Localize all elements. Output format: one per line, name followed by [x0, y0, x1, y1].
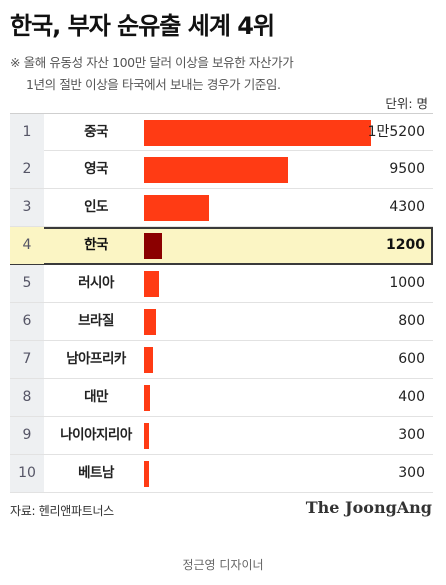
bar: [144, 157, 288, 183]
rank-cell-bg: [10, 151, 44, 188]
country-label: 인도: [84, 199, 108, 215]
value-label: 4300: [389, 199, 425, 215]
brand-logo: The JoongAng: [305, 498, 432, 517]
country-label: 러시아: [78, 275, 114, 291]
rank-label: 4: [22, 237, 32, 253]
table-row: 3 인도 4300: [10, 189, 433, 227]
country-label: 영국: [84, 161, 108, 177]
bar: [144, 271, 159, 297]
source-label: 자료: 헨리앤파트너스: [10, 504, 114, 518]
rank-cell-bg: [10, 227, 44, 264]
table-row: 2 영국 9500: [10, 151, 433, 189]
value-label: 800: [398, 313, 425, 329]
rank-cell-bg: [10, 265, 44, 302]
country-label: 대만: [84, 389, 108, 405]
value-label: 1만5200: [367, 124, 425, 140]
rank-label: 6: [22, 313, 32, 329]
country-label: 한국: [84, 237, 108, 253]
table-row: 4 한국 1200: [10, 227, 433, 265]
chart-title: 한국, 부자 순유출 세계 4위: [10, 12, 275, 40]
unit-label: 단위: 명: [385, 96, 428, 111]
bar: [144, 120, 371, 146]
ranking-table: 1 중국 1만5200 2 영국 9500 3 인도 4300 4 한국 1200 5 러시아 1000 6 브…: [10, 113, 433, 493]
table-row: 6 브라질 800: [10, 303, 433, 341]
table-row: 5 러시아 1000: [10, 265, 433, 303]
country-label: 브라질: [78, 313, 114, 329]
rank-cell-bg: [10, 114, 44, 151]
rank-label: 7: [22, 351, 32, 367]
rank-label: 8: [22, 389, 32, 405]
chart-note-line-2: 1년의 절반 이상을 타국에서 보내는 경우가 기준임.: [26, 77, 281, 92]
bar: [144, 233, 162, 259]
country-label: 베트남: [78, 465, 114, 481]
table-row: 10 베트남 300: [10, 455, 433, 493]
value-label: 600: [398, 351, 425, 367]
value-label: 300: [398, 427, 425, 443]
rank-cell-bg: [10, 303, 44, 340]
value-label: 9500: [389, 161, 425, 177]
country-label: 나이아지리아: [60, 427, 132, 443]
rank-label: 1: [22, 124, 32, 140]
rank-cell-bg: [10, 417, 44, 454]
chart-note-line-1: ※ 올해 유동성 자산 100만 달러 이상을 보유한 자산가가: [10, 55, 294, 70]
rank-label: 10: [18, 465, 36, 481]
rank-label: 3: [22, 199, 32, 215]
table-row: 9 나이아지리아 300: [10, 417, 433, 455]
rank-cell-bg: [10, 379, 44, 416]
table-row: 8 대만 400: [10, 379, 433, 417]
rank-cell-bg: [10, 189, 44, 226]
bar: [144, 195, 209, 221]
designer-credit: 정근영 디자이너: [182, 558, 264, 572]
country-label: 중국: [84, 124, 108, 140]
rank-cell-bg: [10, 341, 44, 378]
bar: [144, 385, 150, 411]
table-row: 7 남아프리카 600: [10, 341, 433, 379]
rank-cell-bg: [10, 455, 44, 492]
bar: [144, 347, 153, 373]
value-label: 1000: [389, 275, 425, 291]
rank-label: 5: [22, 275, 32, 291]
bar: [144, 461, 149, 487]
table-row: 1 중국 1만5200: [10, 113, 433, 151]
value-label: 400: [398, 389, 425, 405]
value-label: 1200: [386, 237, 425, 253]
rank-label: 9: [22, 427, 32, 443]
value-label: 300: [398, 465, 425, 481]
bar: [144, 309, 156, 335]
country-label: 남아프리카: [66, 351, 126, 367]
bar: [144, 423, 149, 449]
rank-label: 2: [22, 161, 32, 177]
